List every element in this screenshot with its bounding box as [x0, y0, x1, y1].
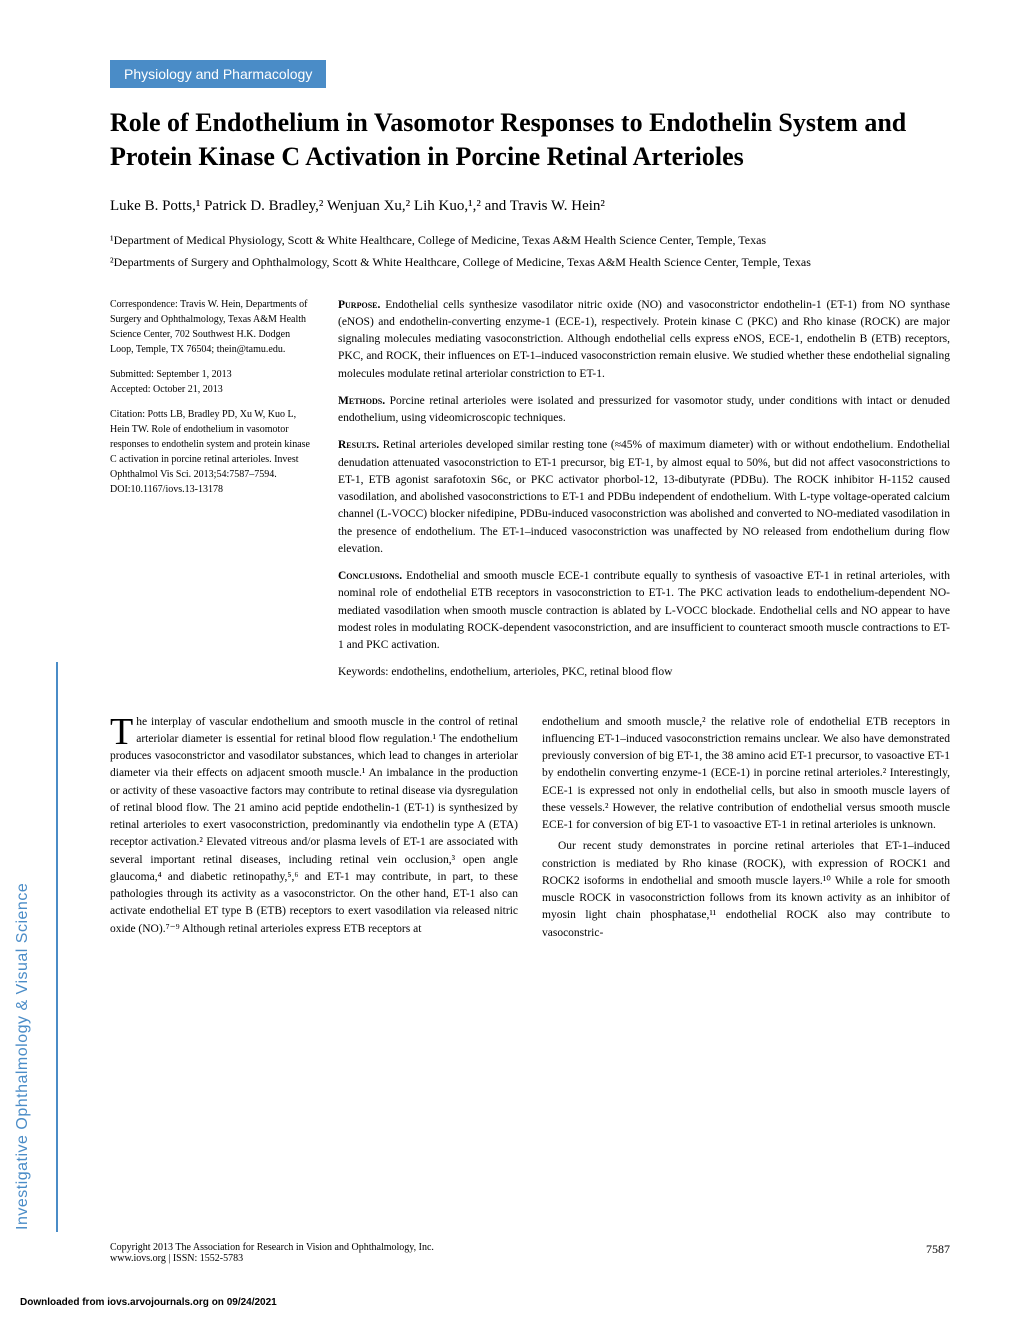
- meta-section: Correspondence: Travis W. Hein, Departme…: [110, 297, 950, 692]
- submitted-date: Submitted: September 1, 2013: [110, 367, 310, 382]
- abstract-block: Purpose. Endothelial cells synthesize va…: [338, 297, 950, 692]
- keywords: Keywords: endothelins, endothelium, arte…: [338, 664, 950, 681]
- body-para-1: The interplay of vascular endothelium an…: [110, 714, 518, 938]
- page-footer: Copyright 2013 The Association for Resea…: [110, 1242, 950, 1264]
- body-col1-text: he interplay of vascular endothelium and…: [110, 716, 518, 935]
- body-column-1: The interplay of vascular endothelium an…: [110, 714, 518, 942]
- copyright: Copyright 2013 The Association for Resea…: [110, 1242, 434, 1253]
- abstract-results-text: Retinal arterioles developed similar res…: [338, 439, 950, 555]
- abstract-results: Results. Retinal arterioles developed si…: [338, 437, 950, 558]
- body-text: The interplay of vascular endothelium an…: [110, 714, 950, 942]
- body-column-2: endothelium and smooth muscle,² the rela…: [542, 714, 950, 942]
- abstract-purpose-text: Endothelial cells synthesize vasodilator…: [338, 299, 950, 380]
- section-tag: Physiology and Pharmacology: [110, 60, 326, 88]
- authors-line: Luke B. Potts,¹ Patrick D. Bradley,² Wen…: [110, 198, 950, 215]
- accepted-date: Accepted: October 21, 2013: [110, 382, 310, 397]
- abstract-methods-text: Porcine retinal arterioles were isolated…: [338, 395, 950, 424]
- abstract-purpose: Purpose. Endothelial cells synthesize va…: [338, 297, 950, 383]
- download-note: Downloaded from iovs.arvojournals.org on…: [20, 1297, 277, 1308]
- abstract-methods: Methods. Porcine retinal arterioles were…: [338, 393, 950, 428]
- affiliation-1: ¹Department of Medical Physiology, Scott…: [110, 231, 950, 249]
- body-para-2: endothelium and smooth muscle,² the rela…: [542, 714, 950, 835]
- page-number: 7587: [926, 1242, 950, 1264]
- website-issn: www.iovs.org | ISSN: 1552-5783: [110, 1253, 434, 1264]
- affiliation-2: ²Departments of Surgery and Ophthalmolog…: [110, 253, 950, 271]
- article-title: Role of Endothelium in Vasomotor Respons…: [110, 106, 950, 174]
- left-metadata: Correspondence: Travis W. Hein, Departme…: [110, 297, 310, 692]
- footer-left: Copyright 2013 The Association for Resea…: [110, 1242, 434, 1264]
- body-para-3: Our recent study demonstrates in porcine…: [542, 838, 950, 942]
- correspondence: Correspondence: Travis W. Hein, Departme…: [110, 297, 310, 357]
- abstract-conclusions-text: Endothelial and smooth muscle ECE-1 cont…: [338, 570, 950, 651]
- dropcap: T: [110, 714, 136, 748]
- citation: Citation: Potts LB, Bradley PD, Xu W, Ku…: [110, 407, 310, 497]
- page-container: Physiology and Pharmacology Role of Endo…: [0, 0, 1020, 972]
- abstract-conclusions: Conclusions. Endothelial and smooth musc…: [338, 568, 950, 654]
